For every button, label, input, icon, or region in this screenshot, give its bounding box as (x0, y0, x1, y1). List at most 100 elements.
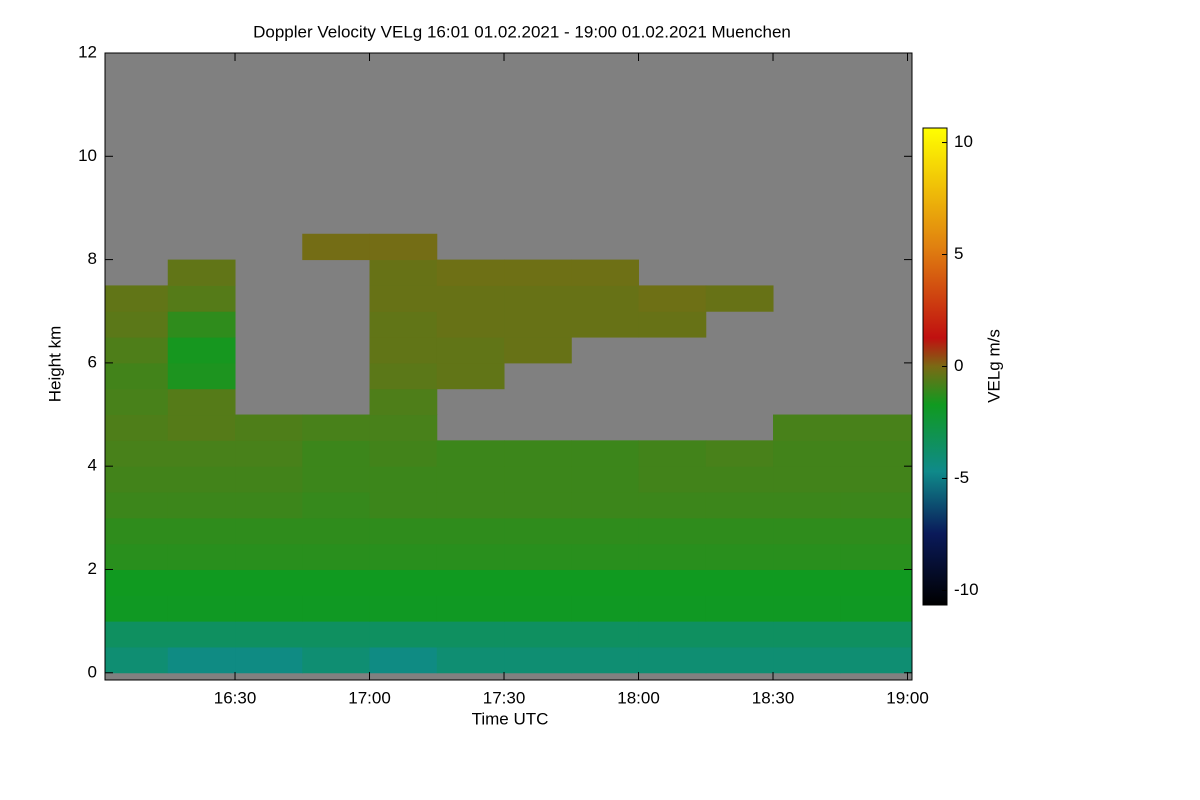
heatmap-cell (105, 285, 169, 312)
heatmap-cell (167, 259, 236, 286)
heatmap-cell (571, 492, 640, 519)
heatmap-cell (105, 492, 169, 519)
heatmap-cell (369, 414, 438, 441)
heatmap-cell (705, 285, 774, 312)
heatmap-cell (302, 466, 371, 493)
heatmap-cell (167, 595, 236, 622)
heatmap-cell (571, 621, 640, 648)
heatmap-cell (504, 517, 572, 545)
heatmap-cell (773, 646, 841, 674)
heatmap-cell (167, 569, 236, 596)
heatmap-cell (369, 492, 438, 519)
heatmap-cell (840, 517, 912, 545)
heatmap-cell (773, 569, 841, 596)
heatmap-cell (235, 569, 303, 596)
plot-frame (104, 52, 913, 681)
heatmap-cell (167, 337, 236, 364)
y-tick-label: 4 (88, 456, 97, 475)
heatmap-cell (705, 646, 774, 674)
heatmap-cell (105, 337, 169, 364)
heatmap-cell (571, 285, 640, 312)
heatmap-cell (105, 440, 169, 467)
heatmap-cell (840, 646, 912, 674)
heatmap-cell (235, 517, 303, 545)
heatmap-cell (571, 259, 640, 286)
x-tick-label: 16:30 (214, 688, 257, 707)
heatmap-cell (369, 337, 438, 364)
y-axis-label: Height km (45, 326, 64, 403)
heatmap-cell (235, 492, 303, 519)
heatmap-cell (504, 621, 572, 648)
heatmap-cell (369, 233, 438, 261)
heatmap-cell (235, 595, 303, 622)
heatmap-cell (705, 440, 774, 467)
heatmap-cell (369, 646, 438, 674)
heatmap-cell (504, 595, 572, 622)
heatmap-cell (235, 466, 303, 493)
x-tick-label: 18:00 (617, 688, 660, 707)
heatmap-cell (436, 595, 505, 622)
heatmap-cell (436, 440, 505, 467)
heatmap-cell (773, 466, 841, 493)
heatmap-cell (436, 362, 505, 390)
heatmap-cell (105, 362, 169, 390)
heatmap-cell (369, 595, 438, 622)
y-tick-label: 0 (88, 662, 97, 681)
heatmap-cell (638, 543, 707, 570)
heatmap-cell (571, 569, 640, 596)
heatmap-cell (504, 259, 572, 286)
heatmap-cell (167, 388, 236, 416)
heatmap-cell (504, 311, 572, 338)
heatmap-cell (167, 285, 236, 312)
colorbar-label: VELg m/s (984, 329, 1003, 403)
heatmap-cell (167, 311, 236, 338)
heatmap-cell (705, 595, 774, 622)
heatmap-cell (504, 569, 572, 596)
heatmap-cell (504, 337, 572, 364)
heatmap-cell (504, 285, 572, 312)
heatmap-cell (638, 466, 707, 493)
heatmap-cell (705, 621, 774, 648)
heatmap-cell (302, 233, 371, 261)
heatmap-cell (504, 543, 572, 570)
heatmap-cell (705, 492, 774, 519)
y-tick-label: 2 (88, 559, 97, 578)
heatmap-cell (436, 621, 505, 648)
colorbar-tick-label: 10 (954, 132, 973, 151)
heatmap-cell (705, 569, 774, 596)
heatmap-cell (167, 517, 236, 545)
y-tick-label: 10 (78, 146, 97, 165)
heatmap-cell (773, 414, 841, 441)
heatmap-cell (840, 569, 912, 596)
heatmap-cell (705, 466, 774, 493)
heatmap-cell (436, 285, 505, 312)
heatmap-cell (638, 285, 707, 312)
heatmap-cell (167, 543, 236, 570)
heatmap-cell (235, 440, 303, 467)
heatmap-cell (436, 646, 505, 674)
heatmap-cell (105, 517, 169, 545)
heatmap-cell (571, 440, 640, 467)
heatmap-cell (436, 259, 505, 286)
heatmap-cell (840, 414, 912, 441)
heatmap-cell (235, 543, 303, 570)
y-tick-label: 12 (78, 42, 97, 61)
heatmap-cell (638, 621, 707, 648)
heatmap-cell (167, 492, 236, 519)
heatmap-cell (369, 259, 438, 286)
heatmap-cell (369, 569, 438, 596)
heatmap-cell (773, 440, 841, 467)
heatmap-cell (571, 543, 640, 570)
heatmap-cell (105, 311, 169, 338)
colorbar-tick-label: -10 (954, 580, 979, 599)
heatmap-cell (369, 543, 438, 570)
heatmap-cell (436, 517, 505, 545)
heatmap-cell (840, 595, 912, 622)
heatmap-cell (167, 646, 236, 674)
heatmap-cell (167, 440, 236, 467)
heatmap-cell (436, 337, 505, 364)
heatmap-cell (235, 414, 303, 441)
heatmap-cell (436, 569, 505, 596)
heatmap-cell (302, 569, 371, 596)
